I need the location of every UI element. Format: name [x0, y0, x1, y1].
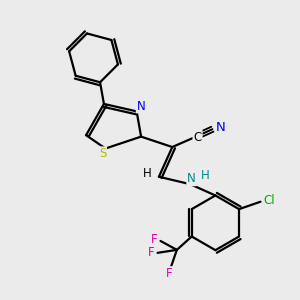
Text: H: H [201, 169, 210, 182]
Text: N: N [216, 121, 226, 134]
Text: F: F [151, 233, 157, 246]
Text: F: F [166, 267, 173, 280]
Text: N: N [137, 100, 146, 112]
Text: H: H [143, 167, 152, 180]
Text: F: F [148, 246, 154, 259]
Text: N: N [187, 172, 196, 185]
Text: C: C [194, 131, 202, 144]
Text: S: S [99, 147, 106, 161]
Text: Cl: Cl [264, 194, 275, 207]
